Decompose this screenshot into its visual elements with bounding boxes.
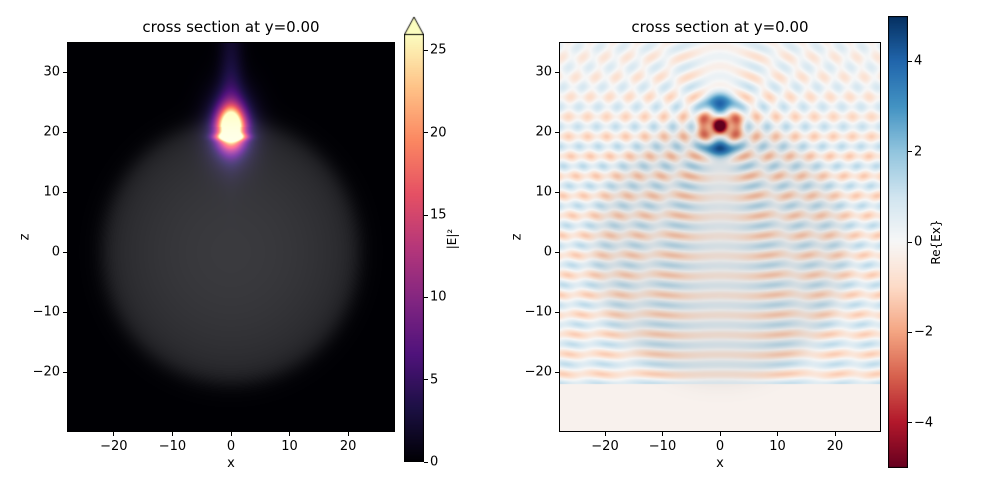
x-tick-mark bbox=[171, 432, 173, 436]
x-tick-label: 20 bbox=[339, 439, 357, 454]
y-tick-label: 0 bbox=[51, 244, 60, 260]
colorbar-tick-mark bbox=[908, 241, 912, 243]
colorbar-tick-mark bbox=[424, 132, 428, 134]
colorbar-tick-mark bbox=[424, 461, 428, 463]
colorbar-tick-mark bbox=[908, 422, 912, 424]
intensity-heatmap bbox=[67, 42, 395, 432]
y-tick-label: 10 bbox=[535, 184, 552, 200]
x-tick-mark bbox=[230, 432, 232, 436]
y-tick-mark bbox=[555, 71, 559, 73]
y-tick-mark bbox=[63, 191, 67, 193]
y-tick-label: 20 bbox=[43, 124, 60, 140]
y-tick-label: −20 bbox=[524, 364, 552, 380]
re-ex-xlabel: x bbox=[716, 456, 724, 471]
colorbar-tick-label: 5 bbox=[430, 372, 439, 388]
x-tick-mark bbox=[777, 432, 778, 436]
y-tick-label: 30 bbox=[43, 64, 60, 80]
colorbar-tick-label: 0 bbox=[914, 234, 923, 250]
colorbar-tick-label: 15 bbox=[430, 207, 447, 223]
colorbar-tick-label: −4 bbox=[914, 415, 934, 431]
x-tick-mark bbox=[289, 432, 291, 436]
colorbar-tick-label: 2 bbox=[914, 144, 923, 160]
colorbar-tick-label: 0 bbox=[430, 454, 439, 470]
colorbar-tick-label: 4 bbox=[914, 53, 923, 69]
intensity-title: cross section at y=0.00 bbox=[142, 18, 320, 36]
y-tick-label: 10 bbox=[43, 184, 60, 200]
x-tick-label: 0 bbox=[715, 439, 725, 454]
x-tick-label: −10 bbox=[648, 439, 677, 454]
x-tick-mark bbox=[113, 432, 115, 436]
y-tick-mark bbox=[63, 251, 67, 253]
re-ex-colorbar-label: Re{Ex} bbox=[929, 219, 943, 265]
y-tick-mark bbox=[555, 191, 559, 193]
x-tick-mark bbox=[719, 432, 721, 436]
x-tick-label: 10 bbox=[769, 439, 786, 454]
colorbar-tick-label: 20 bbox=[430, 125, 447, 141]
re-ex-heatmap bbox=[559, 42, 881, 432]
re-ex-title: cross section at y=0.00 bbox=[631, 18, 809, 36]
y-tick-label: 20 bbox=[535, 124, 552, 140]
colorbar-tick-label: −2 bbox=[914, 324, 934, 340]
re-ex-colorbar bbox=[888, 16, 908, 468]
y-tick-mark bbox=[555, 251, 559, 253]
x-tick-label: 20 bbox=[826, 439, 844, 454]
colorbar-tick-mark bbox=[908, 60, 912, 62]
x-tick-mark bbox=[604, 432, 606, 436]
re-ex-ylabel: z bbox=[509, 233, 525, 241]
x-tick-label: −10 bbox=[158, 439, 187, 454]
y-tick-mark bbox=[63, 371, 67, 373]
intensity-xlabel: x bbox=[227, 456, 235, 471]
y-tick-label: 30 bbox=[535, 64, 552, 80]
x-tick-label: 10 bbox=[281, 439, 298, 454]
y-tick-mark bbox=[555, 131, 559, 133]
colorbar-tick-mark bbox=[908, 331, 912, 333]
y-tick-mark bbox=[63, 311, 67, 313]
colorbar-tick-label: 10 bbox=[430, 289, 447, 305]
x-tick-mark bbox=[834, 432, 836, 436]
x-tick-label: 0 bbox=[226, 439, 236, 454]
colorbar-tick-mark bbox=[908, 151, 912, 153]
y-tick-mark bbox=[63, 131, 67, 133]
x-tick-mark bbox=[662, 432, 663, 436]
y-tick-mark bbox=[555, 371, 559, 373]
x-tick-label: −20 bbox=[591, 439, 619, 454]
colorbar-tick-mark bbox=[424, 296, 428, 298]
y-tick-label: −10 bbox=[32, 304, 60, 320]
colorbar-tick-mark bbox=[424, 214, 428, 216]
y-tick-label: −20 bbox=[32, 364, 60, 380]
y-tick-mark bbox=[555, 311, 559, 313]
colorbar-tick-label: 25 bbox=[430, 42, 447, 58]
y-tick-mark bbox=[63, 71, 67, 73]
y-tick-label: −10 bbox=[524, 304, 552, 320]
colorbar-tick-mark bbox=[424, 379, 428, 381]
y-tick-label: 0 bbox=[543, 244, 552, 260]
x-tick-mark bbox=[347, 432, 349, 436]
x-tick-label: −20 bbox=[100, 439, 128, 454]
colorbar-tick-mark bbox=[424, 49, 428, 51]
intensity-colorbar bbox=[404, 16, 424, 462]
